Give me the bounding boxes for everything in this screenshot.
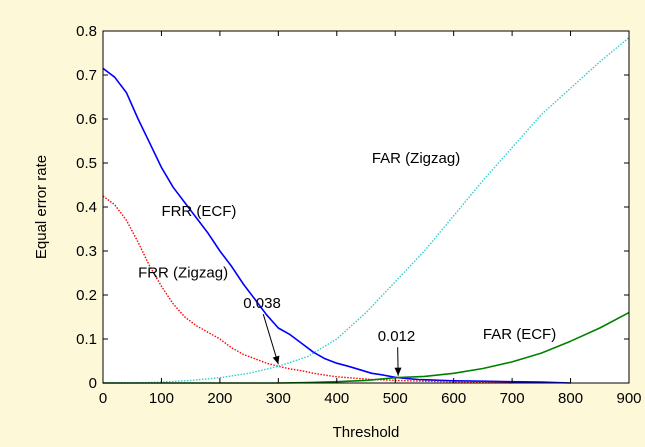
curve-label-frr-ecf: FRR (ECF)	[161, 203, 236, 220]
curve-label-far-zigzag: FAR (Zigzag)	[372, 150, 460, 167]
y-tick-label: 0.7	[76, 67, 97, 84]
annotation-value-0: 0.038	[243, 295, 281, 312]
x-tick-label: 0	[99, 390, 107, 407]
x-tick-label: 500	[383, 390, 408, 407]
y-tick-label: 0.8	[76, 23, 97, 40]
y-tick-label: 0.3	[76, 243, 97, 260]
curve-label-far-ecf: FAR (ECF)	[483, 326, 556, 343]
annotation-layer: 0.038 0.012	[243, 295, 415, 376]
annotation-arrow-head-1	[394, 367, 402, 376]
y-tick-label: 0	[89, 375, 97, 392]
series-line-frr-ecf	[102, 67, 571, 384]
x-axis-label: Threshold	[333, 424, 400, 441]
x-tick-label: 200	[207, 390, 232, 407]
annotation-arrow-head-0	[272, 355, 280, 365]
y-tick-label: 0.1	[76, 331, 97, 348]
curve-label-frr-zigzag: FRR (Zigzag)	[138, 264, 228, 281]
y-tick-label: 0.4	[76, 199, 97, 216]
x-tick-label: 800	[558, 390, 583, 407]
annotation-arrow-line-0	[262, 314, 279, 365]
x-tick-label: 600	[441, 390, 466, 407]
plot-area	[103, 31, 629, 383]
x-tick-label: 900	[616, 390, 641, 407]
x-tick-label: 700	[500, 390, 525, 407]
y-tick-label: 0.2	[76, 287, 97, 304]
curve-label-layer: FRR (ECF) FRR (Zigzag) FAR (Zigzag) FAR (EC…	[138, 150, 556, 343]
y-tick-label: 0.6	[76, 111, 97, 128]
y-axis-label: Equal error rate	[33, 155, 50, 259]
x-tick-label: 300	[266, 390, 291, 407]
annotation-value-1: 0.012	[378, 328, 416, 345]
x-tick-label: 100	[149, 390, 174, 407]
x-tick-label: 400	[324, 390, 349, 407]
tick-layer: 0 100 200 300 400 500 600 700 800 900 0 0.1 0.2 0.3 0.…	[76, 23, 641, 407]
y-tick-label: 0.5	[76, 155, 97, 172]
series-line-far-zigzag	[103, 37, 630, 384]
